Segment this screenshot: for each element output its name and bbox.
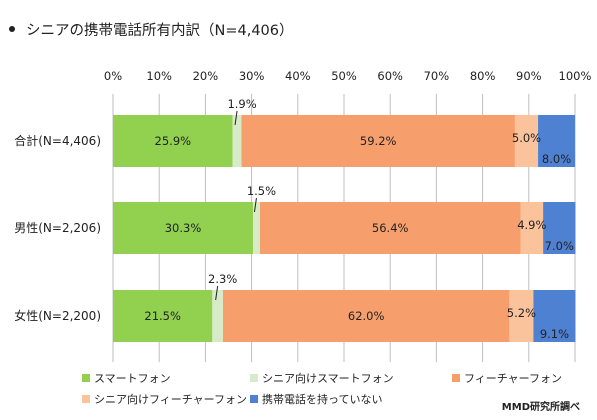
x-tick-label: 50% — [331, 69, 357, 83]
bar-segment — [241, 115, 515, 167]
legend-label: スマートフォン — [94, 372, 171, 385]
legend-label: フィーチャーフォン — [464, 372, 562, 385]
data-label: 1.5% — [247, 184, 276, 198]
bar-segment — [538, 115, 575, 167]
x-tick-labels: 0% 10% 20% 30% 40% 50% 60% 70% 80% 90% 100% — [104, 69, 592, 83]
x-tick-label: 80% — [470, 69, 496, 83]
data-labels: 25.9% 1.9% 59.2% 5.0%8.0% 30.3% 1.5% 56.4% 4.9%… — [144, 97, 574, 341]
x-tick-label: 70% — [424, 69, 450, 83]
data-label: 9.1% — [540, 327, 569, 341]
bar-segment — [509, 290, 534, 342]
bar-segment — [520, 202, 544, 254]
chart-title: シニアの携帯電話所有内訳（N=4,406） — [26, 22, 294, 39]
title-bullet — [9, 26, 15, 32]
bar-segment — [543, 202, 576, 254]
legend-swatch — [82, 374, 90, 382]
data-label: 21.5% — [144, 309, 181, 323]
data-label: 7.0% — [545, 239, 574, 253]
data-label: 8.0% — [542, 152, 571, 166]
x-tick-label: 60% — [377, 69, 403, 83]
legend-swatch — [250, 395, 258, 403]
bar-segment — [514, 115, 539, 167]
data-label: 1.9% — [227, 97, 256, 111]
data-label: 62.0% — [348, 309, 385, 323]
x-tick-label: 40% — [285, 69, 311, 83]
source-note: MMD研究所調べ — [502, 400, 580, 413]
x-tick-label: 90% — [516, 69, 542, 83]
legend-label: シニア向けフィーチャーフォン — [94, 392, 247, 406]
legend: スマートフォン シニア向けスマートフォン フィーチャーフォンシニア向けフィーチャーフ… — [82, 371, 562, 406]
legend-label: シニア向けスマートフォン — [262, 371, 394, 385]
legend-label: 携帯電話を持っていない — [262, 392, 382, 406]
bar-segment — [232, 115, 242, 167]
bar-segment — [222, 290, 510, 342]
legend-swatch — [452, 374, 460, 382]
x-tick-label: 100% — [559, 69, 592, 83]
bar-segment — [113, 290, 213, 342]
bar-segment — [113, 115, 233, 167]
bar-segment — [533, 290, 576, 342]
legend-swatch — [82, 395, 90, 403]
data-label-leader — [215, 285, 219, 301]
legend-swatch — [250, 374, 258, 382]
bar-segment — [113, 202, 253, 254]
category-label: 女性(N=2,200) — [14, 308, 101, 323]
x-tick-label: 30% — [239, 69, 265, 83]
data-label-leader — [234, 110, 238, 126]
data-label: 4.9% — [517, 218, 546, 232]
bar-segments — [113, 115, 576, 342]
data-label: 5.2% — [507, 306, 536, 320]
data-label-leader — [253, 197, 257, 213]
data-label: 30.3% — [165, 221, 202, 235]
data-label: 5.0% — [512, 131, 541, 145]
data-label: 59.2% — [360, 134, 397, 148]
data-label: 25.9% — [155, 134, 192, 148]
x-tick-label: 10% — [146, 69, 172, 83]
x-tick-label: 0% — [104, 69, 122, 83]
category-labels: 合計(N=4,406) 男性(N=2,206) 女性(N=2,200) — [14, 133, 101, 323]
data-label: 2.3% — [208, 272, 237, 286]
data-label: 56.4% — [372, 221, 409, 235]
bar-segment — [252, 202, 260, 254]
x-tick-label: 20% — [193, 69, 219, 83]
bar-segment — [259, 202, 521, 254]
category-label: 合計(N=4,406) — [14, 133, 101, 148]
category-label: 男性(N=2,206) — [14, 221, 101, 235]
bar-segment — [212, 290, 223, 342]
